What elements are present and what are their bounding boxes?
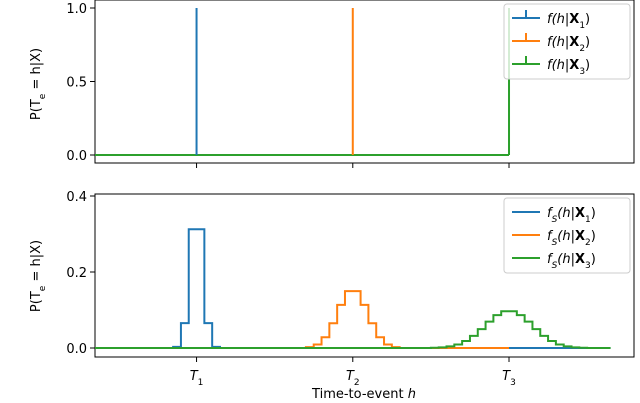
top-legend: f(h|X1) f(h|X2) f(h|X3)	[503, 3, 631, 80]
bottom-x-ticks: T1 T2 T3	[190, 357, 516, 388]
legend-entry: f(h|X1)	[512, 10, 590, 31]
bottom-panel: 0.0 0.2 0.4 T1 T2 T3 P(Te = h|X) Time-to-eve…	[29, 190, 635, 402]
step-series-2	[95, 290, 510, 349]
x-axis-label: Time-to-event h	[311, 387, 416, 402]
bottom-series	[95, 228, 611, 349]
x-tick-label: T3	[502, 369, 516, 388]
legend-entry: f(h|X3)	[512, 56, 590, 77]
top-x-ticks	[196, 163, 510, 168]
y-tick-label: 0.5	[66, 76, 87, 91]
legend-box	[503, 3, 631, 80]
bottom-panel-frame	[94, 193, 635, 358]
y-tick-label: 0.2	[66, 266, 87, 281]
legend-box	[503, 197, 631, 274]
legend-label: fS(h|X1)	[547, 206, 596, 225]
legend-entry: fS(h|X1)	[512, 206, 596, 225]
y-tick-label: 0.0	[66, 149, 87, 164]
y-tick-label: 0.0	[66, 342, 87, 357]
bottom-legend: fS(h|X1) fS(h|X2) fS(h|X3)	[503, 197, 631, 274]
y-tick-label: 0.4	[66, 190, 87, 205]
bottom-y-axis-label: P(Te = h|X)	[29, 240, 48, 312]
y-tick-label: 1.0	[66, 2, 87, 17]
legend-label: fS(h|X2)	[547, 229, 596, 248]
step-series-3	[95, 310, 611, 349]
legend-label: f(h|X3)	[547, 58, 590, 77]
top-panel: 0.00.51.0 P(Te = h|X) f(h|X1)f(h|X2)f(h|…	[29, 0, 635, 168]
legend-entry: fS(h|X3)	[512, 252, 596, 271]
legend-entry: fS(h|X2)	[512, 229, 596, 248]
x-tick-label: T2	[346, 369, 360, 388]
legend-label: f(h|X2)	[547, 35, 590, 54]
top-y-ticks: 0.0 0.5 1.0	[66, 2, 95, 164]
top-series	[95, 8, 511, 156]
x-tick-label: T1	[190, 369, 204, 388]
legend-label: fS(h|X3)	[547, 252, 596, 271]
legend-label: f(h|X1)	[547, 12, 590, 31]
top-y-axis-label: P(Te = h|X)	[29, 48, 48, 120]
bottom-y-ticks: 0.0 0.2 0.4	[66, 190, 95, 357]
legend-entry: f(h|X2)	[512, 33, 590, 54]
